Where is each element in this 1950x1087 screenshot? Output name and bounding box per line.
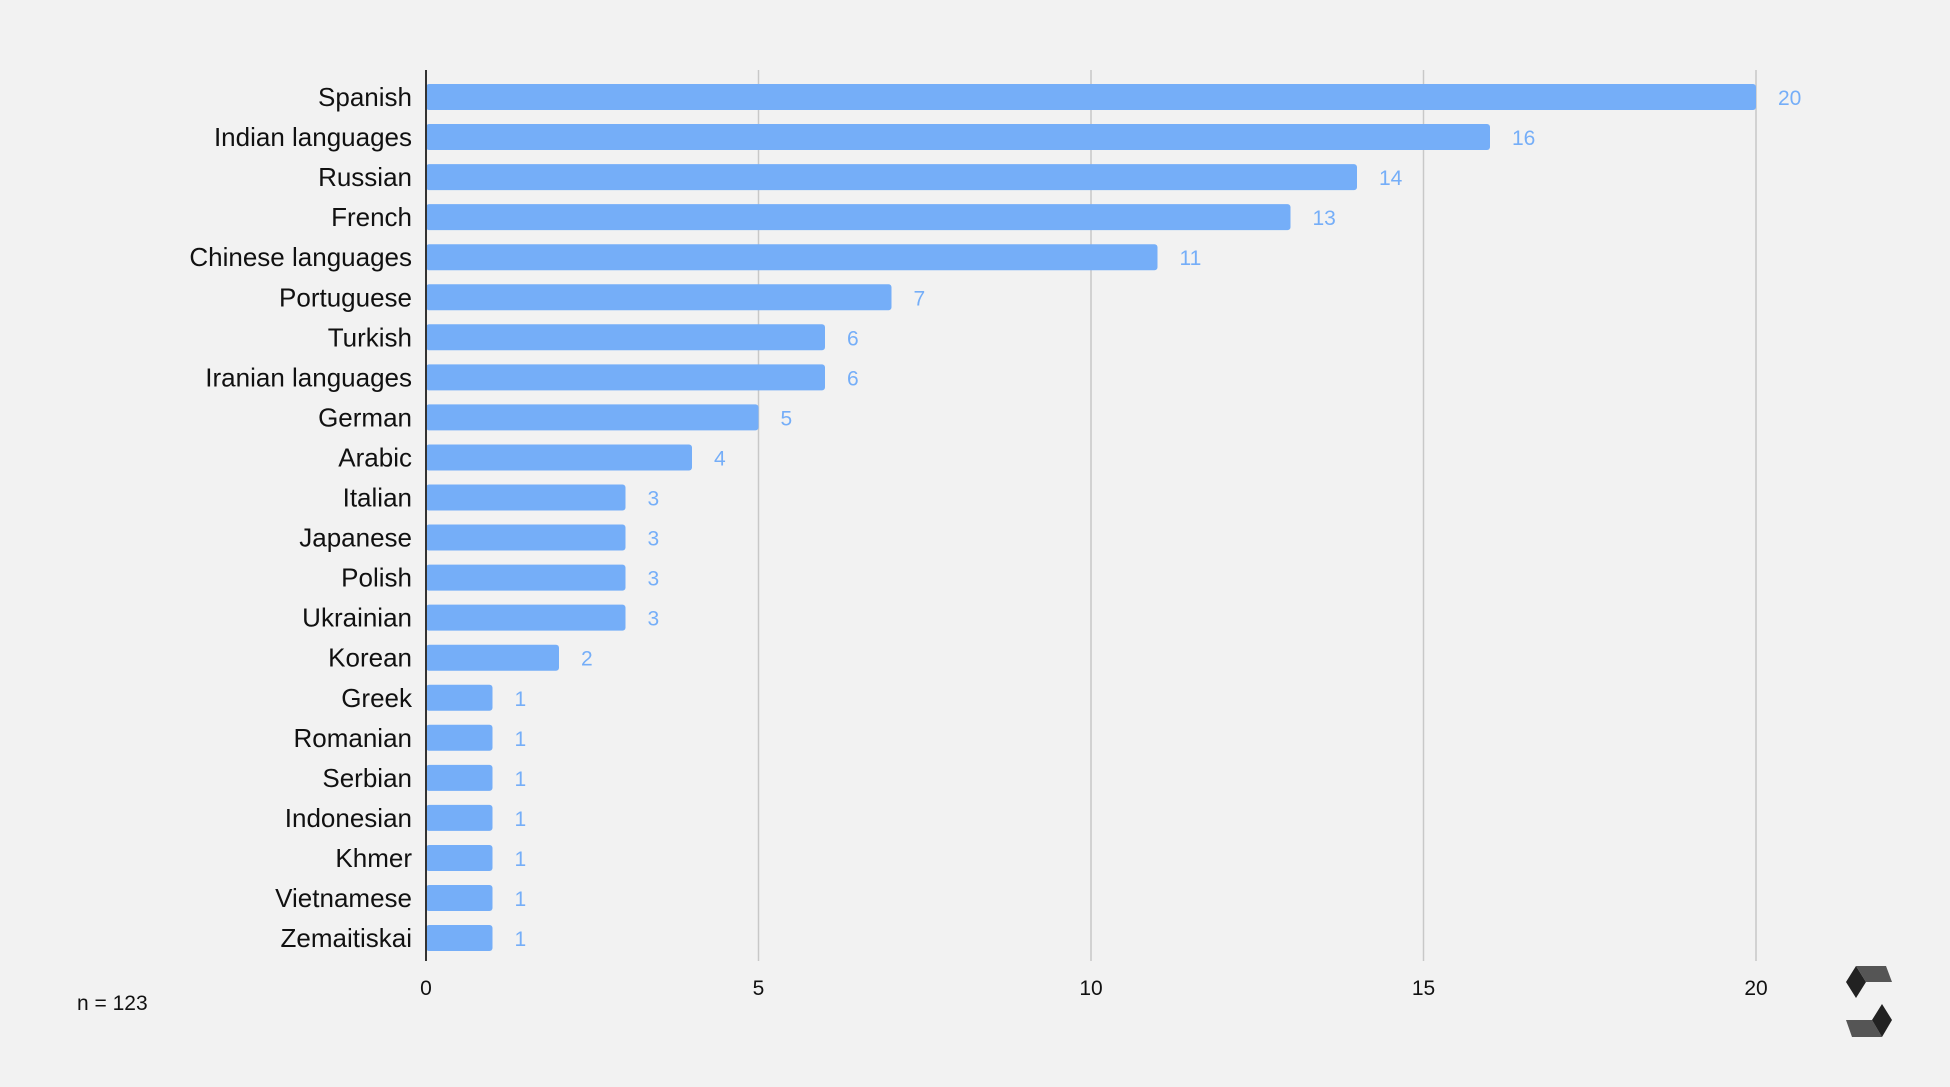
data-label: 3 bbox=[648, 568, 660, 591]
data-label: 14 bbox=[1379, 167, 1403, 190]
category-label: Russian bbox=[318, 162, 412, 192]
category-label: Italian bbox=[343, 483, 412, 513]
bar-japanese bbox=[426, 524, 626, 551]
data-label: 3 bbox=[648, 528, 660, 551]
x-tick-label: 15 bbox=[1412, 977, 1435, 1000]
category-label: Portuguese bbox=[279, 282, 412, 312]
data-label: 1 bbox=[515, 888, 527, 911]
x-tick-label: 20 bbox=[1744, 977, 1767, 1000]
bar-polish bbox=[426, 564, 626, 591]
data-label: 7 bbox=[914, 287, 926, 310]
bar-indonesian bbox=[426, 804, 493, 831]
category-label: Zemaitiskai bbox=[281, 923, 412, 953]
data-label: 3 bbox=[648, 608, 660, 631]
data-label: 11 bbox=[1180, 247, 1202, 270]
data-label: 2 bbox=[581, 648, 593, 671]
category-label: Vietnamese bbox=[275, 883, 412, 913]
data-label: 6 bbox=[847, 327, 859, 350]
category-label: Indonesian bbox=[285, 803, 412, 833]
bar-greek bbox=[426, 684, 493, 711]
x-tick-label: 10 bbox=[1079, 977, 1102, 1000]
category-label: Greek bbox=[341, 683, 413, 713]
bar-russian bbox=[426, 164, 1357, 191]
category-label: Indian languages bbox=[214, 122, 412, 152]
bar-chinese-languages bbox=[426, 244, 1158, 271]
data-label: 5 bbox=[781, 407, 793, 430]
bar-italian bbox=[426, 484, 626, 511]
bar-turkish bbox=[426, 324, 825, 351]
data-label: 1 bbox=[515, 688, 527, 711]
data-label: 1 bbox=[515, 728, 527, 751]
x-tick-label: 0 bbox=[420, 977, 432, 1000]
category-label: Turkish bbox=[328, 322, 412, 352]
data-label: 1 bbox=[515, 808, 527, 831]
data-label: 1 bbox=[515, 928, 527, 951]
category-label: Serbian bbox=[322, 763, 412, 793]
bar-romanian bbox=[426, 724, 493, 751]
bar-french bbox=[426, 204, 1291, 231]
bar-arabic bbox=[426, 444, 692, 471]
data-label: 1 bbox=[515, 848, 527, 871]
category-label: Iranian languages bbox=[205, 362, 412, 392]
bars bbox=[426, 84, 1756, 952]
data-label: 3 bbox=[648, 488, 660, 511]
category-label: Romanian bbox=[293, 723, 412, 753]
sample-size-note: n = 123 bbox=[77, 992, 148, 1015]
gridlines bbox=[757, 70, 1757, 961]
category-label: Korean bbox=[328, 643, 412, 673]
category-label: Japanese bbox=[299, 523, 412, 553]
bar-serbian bbox=[426, 764, 493, 791]
category-label: Ukrainian bbox=[302, 603, 412, 633]
data-label: 20 bbox=[1778, 87, 1801, 110]
category-label: Khmer bbox=[335, 843, 412, 873]
data-label: 1 bbox=[515, 768, 527, 791]
bar-iranian-languages bbox=[426, 364, 825, 391]
data-label: 6 bbox=[847, 367, 859, 390]
data-label: 13 bbox=[1313, 207, 1336, 230]
category-label: French bbox=[331, 202, 412, 232]
category-label: Polish bbox=[341, 563, 412, 593]
bar-german bbox=[426, 404, 759, 431]
category-label: Spanish bbox=[318, 82, 412, 112]
bar-ukrainian bbox=[426, 604, 626, 631]
bar-indian-languages bbox=[426, 124, 1490, 151]
bar-vietnamese bbox=[426, 885, 493, 911]
category-label: German bbox=[318, 402, 412, 432]
bar-spanish bbox=[426, 84, 1756, 110]
bar-portuguese bbox=[426, 284, 892, 311]
solidity-logo-icon bbox=[1844, 964, 1894, 1039]
x-tick-label: 5 bbox=[753, 977, 765, 1000]
bar-zemaitiskai bbox=[426, 925, 493, 952]
bar-korean bbox=[426, 644, 559, 671]
data-label: 16 bbox=[1512, 127, 1535, 150]
bar-khmer bbox=[426, 844, 493, 871]
data-label: 4 bbox=[714, 447, 726, 470]
category-label: Chinese languages bbox=[189, 242, 412, 272]
category-label: Arabic bbox=[338, 442, 412, 472]
